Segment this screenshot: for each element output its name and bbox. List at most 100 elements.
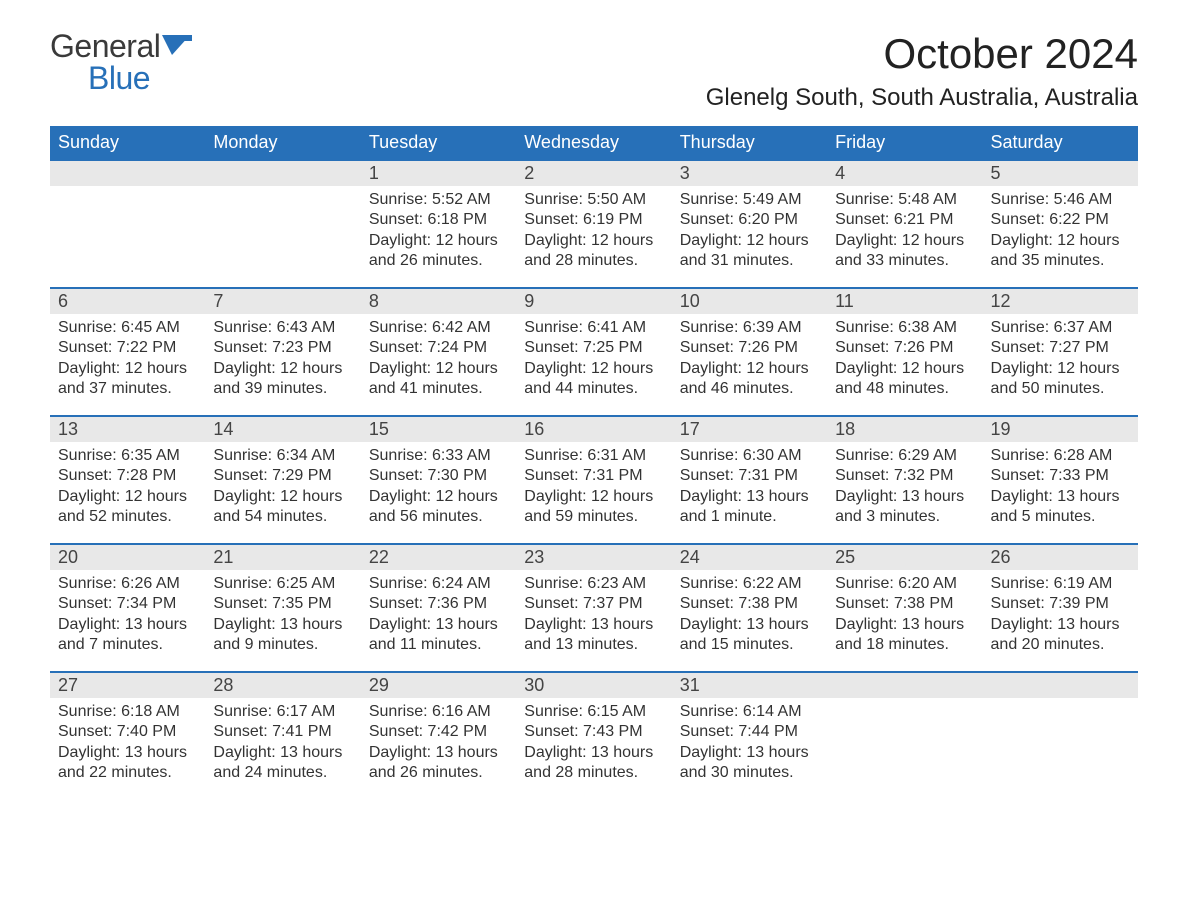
daylight-text: Daylight: 12 hours and 28 minutes. bbox=[524, 231, 663, 272]
header: General Blue October 2024 Glenelg South,… bbox=[50, 30, 1138, 112]
daylight-text: Daylight: 12 hours and 59 minutes. bbox=[524, 487, 663, 528]
day-body: Sunrise: 6:33 AMSunset: 7:30 PMDaylight:… bbox=[361, 442, 516, 536]
calendar-day: 24 Sunrise: 6:22 AMSunset: 7:38 PMDayligh… bbox=[672, 544, 827, 672]
sunset-text: Sunset: 7:24 PM bbox=[369, 338, 508, 358]
sunset-text: Sunset: 7:25 PM bbox=[524, 338, 663, 358]
sunset-text: Sunset: 7:22 PM bbox=[58, 338, 197, 358]
sunrise-text: Sunrise: 6:28 AM bbox=[991, 446, 1130, 466]
day-body bbox=[827, 698, 982, 710]
day-body: Sunrise: 6:43 AMSunset: 7:23 PMDaylight:… bbox=[205, 314, 360, 408]
day-body: Sunrise: 6:30 AMSunset: 7:31 PMDaylight:… bbox=[672, 442, 827, 536]
daylight-text: Daylight: 12 hours and 54 minutes. bbox=[213, 487, 352, 528]
daylight-text: Daylight: 13 hours and 7 minutes. bbox=[58, 615, 197, 656]
day-body: Sunrise: 6:23 AMSunset: 7:37 PMDaylight:… bbox=[516, 570, 671, 664]
day-body: Sunrise: 6:29 AMSunset: 7:32 PMDaylight:… bbox=[827, 442, 982, 536]
day-number: 16 bbox=[516, 417, 671, 442]
calendar-day: 19Sunrise: 6:28 AMSunset: 7:33 PMDayligh… bbox=[983, 416, 1138, 544]
day-number: 29 bbox=[361, 673, 516, 698]
calendar-day bbox=[205, 160, 360, 288]
day-body: Sunrise: 6:26 AMSunset: 7:34 PMDaylight:… bbox=[50, 570, 205, 664]
calendar-body: 1Sunrise: 5:52 AMSunset: 6:18 PMDaylight… bbox=[50, 160, 1138, 800]
day-number: 17 bbox=[672, 417, 827, 442]
day-number: 28 bbox=[205, 673, 360, 698]
sunrise-text: Sunrise: 6:45 AM bbox=[58, 318, 197, 338]
day-number: 31 bbox=[672, 673, 827, 698]
day-header: Saturday bbox=[983, 126, 1138, 160]
sunrise-text: Sunrise: 6:20 AM bbox=[835, 574, 974, 594]
day-number: 7 bbox=[205, 289, 360, 314]
calendar-day: 3Sunrise: 5:49 AMSunset: 6:20 PMDaylight… bbox=[672, 160, 827, 288]
sunset-text: Sunset: 6:18 PM bbox=[369, 210, 508, 230]
daylight-text: Daylight: 13 hours and 28 minutes. bbox=[524, 743, 663, 784]
sunrise-text: Sunrise: 6:29 AM bbox=[835, 446, 974, 466]
day-number: 21 bbox=[205, 545, 360, 570]
sunrise-text: Sunrise: 6:24 AM bbox=[369, 574, 508, 594]
day-body: Sunrise: 6:39 AMSunset: 7:26 PMDaylight:… bbox=[672, 314, 827, 408]
sunset-text: Sunset: 7:26 PM bbox=[680, 338, 819, 358]
sunset-text: Sunset: 7:33 PM bbox=[991, 466, 1130, 486]
sunrise-text: Sunrise: 5:49 AM bbox=[680, 190, 819, 210]
calendar-day: 5Sunrise: 5:46 AMSunset: 6:22 PMDaylight… bbox=[983, 160, 1138, 288]
calendar-day: 30Sunrise: 6:15 AMSunset: 7:43 PMDayligh… bbox=[516, 672, 671, 800]
calendar-day: 2Sunrise: 5:50 AMSunset: 6:19 PMDaylight… bbox=[516, 160, 671, 288]
sunset-text: Sunset: 6:22 PM bbox=[991, 210, 1130, 230]
daylight-text: Daylight: 12 hours and 37 minutes. bbox=[58, 359, 197, 400]
sunrise-text: Sunrise: 6:23 AM bbox=[524, 574, 663, 594]
sunrise-text: Sunrise: 6:43 AM bbox=[213, 318, 352, 338]
calendar-day: 1Sunrise: 5:52 AMSunset: 6:18 PMDaylight… bbox=[361, 160, 516, 288]
daylight-text: Daylight: 13 hours and 22 minutes. bbox=[58, 743, 197, 784]
sunrise-text: Sunrise: 6:42 AM bbox=[369, 318, 508, 338]
day-body: Sunrise: 6:31 AMSunset: 7:31 PMDaylight:… bbox=[516, 442, 671, 536]
day-number: 14 bbox=[205, 417, 360, 442]
daylight-text: Daylight: 13 hours and 26 minutes. bbox=[369, 743, 508, 784]
day-body: Sunrise: 6:28 AMSunset: 7:33 PMDaylight:… bbox=[983, 442, 1138, 536]
day-body: Sunrise: 6:35 AMSunset: 7:28 PMDaylight:… bbox=[50, 442, 205, 536]
calendar-day: 18Sunrise: 6:29 AMSunset: 7:32 PMDayligh… bbox=[827, 416, 982, 544]
sunset-text: Sunset: 6:21 PM bbox=[835, 210, 974, 230]
daylight-text: Daylight: 12 hours and 48 minutes. bbox=[835, 359, 974, 400]
day-body: Sunrise: 5:52 AMSunset: 6:18 PMDaylight:… bbox=[361, 186, 516, 280]
day-number bbox=[827, 673, 982, 698]
day-number: 11 bbox=[827, 289, 982, 314]
daylight-text: Daylight: 12 hours and 39 minutes. bbox=[213, 359, 352, 400]
daylight-text: Daylight: 12 hours and 35 minutes. bbox=[991, 231, 1130, 272]
calendar-day: 4Sunrise: 5:48 AMSunset: 6:21 PMDaylight… bbox=[827, 160, 982, 288]
day-body: Sunrise: 5:49 AMSunset: 6:20 PMDaylight:… bbox=[672, 186, 827, 280]
day-number bbox=[50, 161, 205, 186]
day-body: Sunrise: 6:45 AMSunset: 7:22 PMDaylight:… bbox=[50, 314, 205, 408]
sunset-text: Sunset: 7:27 PM bbox=[991, 338, 1130, 358]
sunrise-text: Sunrise: 6:22 AM bbox=[680, 574, 819, 594]
sunset-text: Sunset: 7:38 PM bbox=[680, 594, 819, 614]
sunrise-text: Sunrise: 6:39 AM bbox=[680, 318, 819, 338]
day-number: 15 bbox=[361, 417, 516, 442]
calendar-day bbox=[983, 672, 1138, 800]
calendar-day: 28Sunrise: 6:17 AMSunset: 7:41 PMDayligh… bbox=[205, 672, 360, 800]
day-header: Monday bbox=[205, 126, 360, 160]
daylight-text: Daylight: 13 hours and 15 minutes. bbox=[680, 615, 819, 656]
sunset-text: Sunset: 7:32 PM bbox=[835, 466, 974, 486]
calendar-day: 7Sunrise: 6:43 AMSunset: 7:23 PMDaylight… bbox=[205, 288, 360, 416]
sunset-text: Sunset: 7:36 PM bbox=[369, 594, 508, 614]
sunset-text: Sunset: 7:41 PM bbox=[213, 722, 352, 742]
sunrise-text: Sunrise: 6:35 AM bbox=[58, 446, 197, 466]
day-header: Thursday bbox=[672, 126, 827, 160]
calendar-day: 29Sunrise: 6:16 AMSunset: 7:42 PMDayligh… bbox=[361, 672, 516, 800]
calendar-day: 16Sunrise: 6:31 AMSunset: 7:31 PMDayligh… bbox=[516, 416, 671, 544]
sunset-text: Sunset: 7:23 PM bbox=[213, 338, 352, 358]
day-header: Wednesday bbox=[516, 126, 671, 160]
day-number: 18 bbox=[827, 417, 982, 442]
sunset-text: Sunset: 7:35 PM bbox=[213, 594, 352, 614]
day-body bbox=[983, 698, 1138, 710]
day-number: 24 bbox=[672, 545, 827, 570]
day-body: Sunrise: 6:15 AMSunset: 7:43 PMDaylight:… bbox=[516, 698, 671, 792]
day-number: 2 bbox=[516, 161, 671, 186]
day-body: Sunrise: 6:34 AMSunset: 7:29 PMDaylight:… bbox=[205, 442, 360, 536]
sunset-text: Sunset: 7:28 PM bbox=[58, 466, 197, 486]
day-number bbox=[205, 161, 360, 186]
sunrise-text: Sunrise: 6:18 AM bbox=[58, 702, 197, 722]
daylight-text: Daylight: 13 hours and 24 minutes. bbox=[213, 743, 352, 784]
calendar-day: 12Sunrise: 6:37 AMSunset: 7:27 PMDayligh… bbox=[983, 288, 1138, 416]
day-number: 13 bbox=[50, 417, 205, 442]
daylight-text: Daylight: 13 hours and 30 minutes. bbox=[680, 743, 819, 784]
calendar-day: 6Sunrise: 6:45 AMSunset: 7:22 PMDaylight… bbox=[50, 288, 205, 416]
